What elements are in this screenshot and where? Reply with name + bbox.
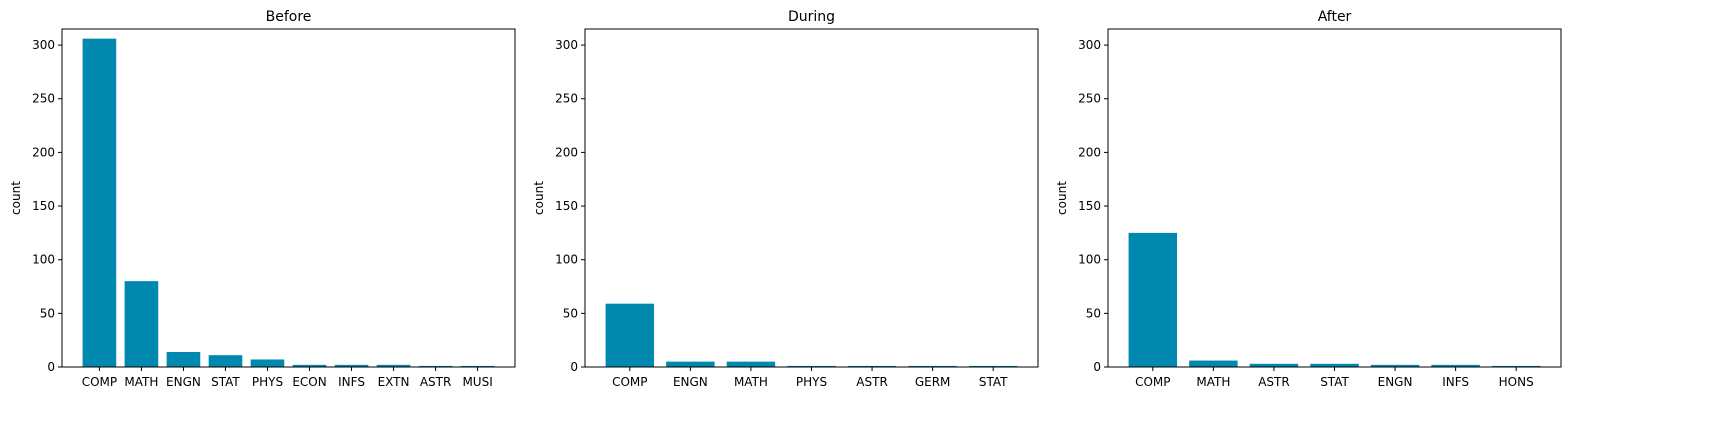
bar-econ <box>292 364 327 367</box>
bar-germ <box>908 365 957 367</box>
x-tick-label: STAT <box>211 375 240 389</box>
bar-comp <box>1128 232 1178 367</box>
x-tick-label: ENGN <box>673 375 708 389</box>
bar-phys <box>250 359 285 367</box>
y-tick-label: 200 <box>32 145 55 159</box>
y-tick-label: 300 <box>1078 38 1101 52</box>
bar-math <box>124 281 159 367</box>
x-tick-label: INFS <box>1442 375 1469 389</box>
y-axis-title: count <box>9 181 23 215</box>
x-tick-label: HONS <box>1499 375 1534 389</box>
y-tick-label: 250 <box>555 92 578 106</box>
chart-title: Before <box>266 9 312 25</box>
y-tick-label: 50 <box>40 306 55 320</box>
y-axis-title: count <box>1055 181 1069 215</box>
y-tick-label: 150 <box>555 199 578 213</box>
axes-frame <box>61 28 516 368</box>
y-tick-label: 50 <box>563 306 578 320</box>
x-tick-label: PHYS <box>252 375 283 389</box>
y-tick-label: 300 <box>32 38 55 52</box>
x-tick-label: COMP <box>612 375 647 389</box>
y-tick-label: 100 <box>1078 253 1101 267</box>
x-tick-label: STAT <box>1320 375 1349 389</box>
bar-engn <box>1370 364 1420 367</box>
bar-astr <box>418 365 453 367</box>
bar-engn <box>166 351 201 367</box>
y-axis-title: count <box>532 181 546 215</box>
chart-panel-before: 0 50 100 150 200 250 300 COMP MATH ENGN STAT PHYS EC… <box>9 9 516 389</box>
bar-astr <box>847 365 897 367</box>
y-tick-label: 0 <box>570 360 578 374</box>
bar-math <box>726 361 776 367</box>
x-tick-label: ECON <box>292 375 326 389</box>
bar-stat <box>208 355 243 367</box>
bar-stat <box>1310 363 1359 367</box>
x-tick-label: ENGN <box>166 375 201 389</box>
x-tick-label: MATH <box>1196 375 1230 389</box>
bar-stat <box>968 365 1018 367</box>
bar-extn <box>376 364 411 367</box>
bar-astr <box>1249 363 1299 367</box>
x-tick-label: ASTR <box>1258 375 1290 389</box>
bar-infs <box>1431 364 1480 367</box>
y-tick-label: 50 <box>1086 306 1101 320</box>
y-tick-label: 150 <box>32 199 55 213</box>
x-tick-label: GERM <box>915 375 951 389</box>
y-tick-label: 0 <box>47 360 55 374</box>
x-tick-label: INFS <box>338 375 365 389</box>
y-tick-label: 100 <box>32 253 55 267</box>
x-tick-label: MUSI <box>462 375 492 389</box>
bar-engn <box>666 361 715 367</box>
bar-hons <box>1491 365 1541 367</box>
x-tick-label: MATH <box>734 375 768 389</box>
chart-panel-during: 0 50 100 150 200 250 300 COMP ENGN MATH PHYS ASTR GE… <box>532 9 1039 389</box>
x-tick-label: COMP <box>82 375 117 389</box>
x-tick-label: PHYS <box>796 375 827 389</box>
bar-musi <box>460 365 495 367</box>
chart-panel-after: 0 50 100 150 200 250 300 COMP MATH ASTR STAT ENGN IN… <box>1055 9 1562 389</box>
y-tick-label: 200 <box>555 145 578 159</box>
y-tick-label: 200 <box>1078 145 1101 159</box>
x-tick-label: COMP <box>1135 375 1170 389</box>
bar-comp <box>82 38 117 368</box>
y-tick-label: 300 <box>555 38 578 52</box>
bar-infs <box>334 364 369 367</box>
bar-math <box>1189 360 1238 367</box>
y-tick-label: 100 <box>555 253 578 267</box>
chart-title: During <box>788 9 835 25</box>
x-tick-label: ENGN <box>1378 375 1413 389</box>
x-tick-label: ASTR <box>420 375 452 389</box>
chart-title: After <box>1318 9 1352 25</box>
x-tick-label: EXTN <box>378 375 410 389</box>
bar-comp <box>605 303 655 367</box>
x-tick-label: ASTR <box>856 375 888 389</box>
y-tick-label: 0 <box>1093 360 1101 374</box>
y-tick-label: 250 <box>1078 92 1101 106</box>
x-tick-label: MATH <box>124 375 158 389</box>
x-tick-label: STAT <box>979 375 1008 389</box>
bar-phys <box>787 365 836 367</box>
y-tick-label: 150 <box>1078 199 1101 213</box>
y-tick-label: 250 <box>32 92 55 106</box>
